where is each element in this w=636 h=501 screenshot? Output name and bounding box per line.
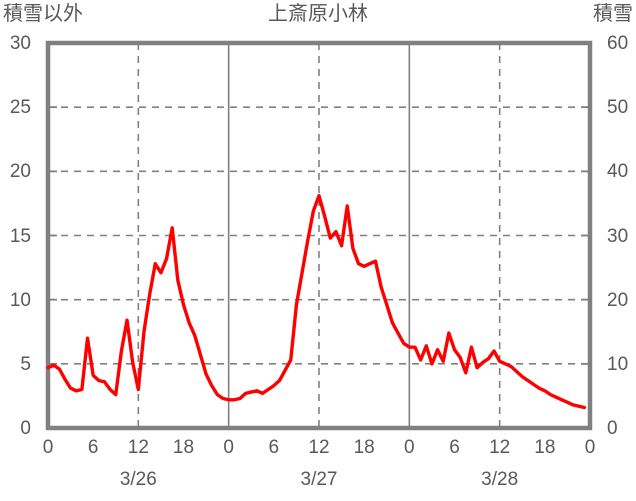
right-axis-tick-label: 60 (607, 33, 629, 54)
x-axis-tick-label: 12 (308, 437, 330, 458)
x-axis-day-label: 3/26 (119, 469, 157, 490)
right-axis-tick-label: 10 (607, 353, 629, 375)
right-axis-tick-label: 20 (607, 289, 629, 311)
x-axis-tick-label: 6 (87, 437, 99, 458)
left-axis-tick-label: 0 (20, 418, 31, 439)
x-axis-tick-label: 6 (449, 437, 460, 458)
left-axis-tick-label: 10 (9, 289, 31, 311)
x-axis-tick-label: 12 (127, 437, 149, 458)
x-axis-tick-label: 0 (584, 437, 596, 458)
x-axis-tick-label: 6 (268, 437, 280, 458)
right-axis-tick-label: 30 (607, 225, 629, 247)
right-axis-tick-label: 40 (607, 161, 629, 183)
x-axis-tick-label: 0 (223, 437, 234, 458)
left-axis-title: 積雪以外 (3, 3, 83, 25)
left-axis-tick-label: 5 (20, 353, 31, 375)
right-axis-title: 積雪 (593, 3, 633, 25)
x-axis-day-label: 3/28 (481, 469, 519, 490)
x-axis-tick-label: 12 (489, 437, 511, 458)
x-axis-tick-label: 0 (404, 437, 415, 458)
grid-layer (48, 43, 590, 428)
x-axis-tick-label: 18 (353, 437, 375, 458)
x-axis-tick-label: 0 (42, 437, 54, 458)
left-axis-tick-label: 20 (9, 161, 31, 183)
left-axis-tick-label: 15 (9, 225, 31, 247)
chart-title: 上斎原小林 (268, 3, 368, 25)
x-axis-tick-label: 18 (172, 437, 195, 458)
right-axis-tick-label: 0 (607, 418, 618, 439)
x-axis-day-label: 3/27 (300, 469, 338, 490)
data-series-layer (46, 194, 587, 410)
data-line-snowfall (46, 194, 587, 410)
tick-marks (48, 106, 590, 365)
right-axis-tick-label: 50 (607, 97, 629, 119)
x-axis-tick-label: 18 (534, 437, 556, 458)
left-axis-tick-label: 25 (9, 97, 31, 119)
left-axis-tick-label: 30 (9, 33, 31, 54)
